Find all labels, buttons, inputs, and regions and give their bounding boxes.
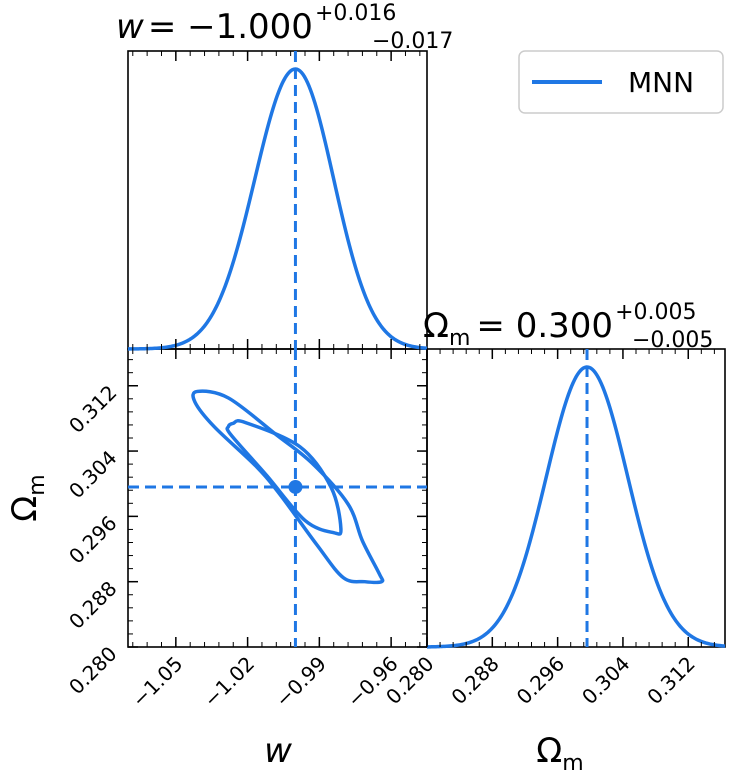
contour-outer: [191, 389, 385, 585]
om-marginal-x-tick-label: 0.312: [642, 652, 699, 709]
legend-box: [518, 50, 724, 114]
w-panel-title-sub: −0.017: [372, 29, 453, 54]
joint-y-tick-label: 0.296: [64, 511, 121, 568]
joint-y-tick-label: 0.288: [64, 576, 121, 633]
legend: MNN: [518, 50, 724, 114]
ticks-layer: −1.05 −1.02 −0.99 −0.960.2800.2880.2960.304…: [64, 51, 715, 712]
joint-x-tick-label: −1.05: [127, 652, 187, 712]
om-marginal-x-tick-label: 0.288: [446, 652, 503, 709]
x-axis-label-om: Ωm: [536, 731, 583, 776]
om-marginal-x-tick-label: 0.296: [512, 652, 569, 709]
legend-label: MNN: [628, 66, 694, 99]
joint-x-tick-label: −0.99: [271, 652, 331, 712]
y-axis-label-om: Ωm: [5, 474, 50, 521]
om-marginal-panel: [426, 348, 726, 648]
joint-y-tick-label: 0.312: [64, 380, 121, 437]
om-panel-title-sub: −0.005: [632, 328, 713, 353]
w-panel-title: w = −1.000+0.016: [116, 1, 396, 47]
om-panel-title: Ωm = 0.300+0.005: [423, 300, 696, 351]
joint-panel: [127, 348, 428, 648]
om-marginal-x-tick-label: 0.304: [577, 652, 634, 709]
joint-y-tick-label: 0.280: [64, 642, 121, 699]
om-marginal-curve: [426, 365, 726, 649]
w-marginal-layer: [127, 51, 428, 351]
truth-point: [288, 479, 303, 494]
joint-layer: [128, 349, 427, 647]
joint-y-tick-label: 0.304: [64, 446, 121, 503]
joint-x-tick-label: −1.02: [199, 652, 259, 712]
w-marginal-curve: [127, 67, 428, 351]
contour-inner: [225, 419, 343, 536]
x-axis-label-w: w: [264, 731, 292, 771]
om-marginal-layer: [426, 349, 726, 649]
